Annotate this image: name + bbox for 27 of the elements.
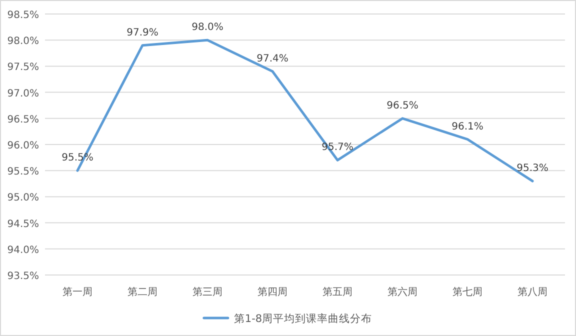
x-tick-label: 第六周 (388, 286, 418, 298)
data-label: 97.9% (126, 27, 158, 38)
y-tick-label: 96.0% (7, 140, 39, 152)
y-tick-label: 95.5% (7, 166, 39, 178)
legend: 第1-8周平均到课率曲线分布 (202, 313, 372, 325)
x-tick-label: 第三周 (192, 286, 222, 298)
y-tick-label: 97.0% (7, 88, 39, 100)
y-tick-label: 97.5% (7, 62, 39, 74)
y-tick-label: 93.5% (7, 271, 39, 282)
y-tick-label: 96.5% (7, 114, 39, 126)
x-tick-label: 第二周 (128, 286, 158, 298)
y-tick-label: 98.0% (7, 36, 39, 48)
data-label: 96.5% (386, 100, 418, 112)
y-tick-label: 98.5% (7, 10, 39, 21)
x-tick-label: 第七周 (452, 286, 482, 298)
data-label: 96.1% (452, 121, 484, 132)
y-tick-label: 94.0% (7, 244, 39, 256)
y-tick-label: 94.5% (7, 218, 39, 230)
data-label: 98.0% (192, 22, 224, 34)
data-label: 95.3% (516, 163, 548, 174)
data-label: 97.4% (256, 53, 288, 64)
y-tick-label: 95.0% (7, 192, 39, 204)
x-tick-label: 第一周 (62, 286, 92, 298)
legend-label: 第1-8周平均到课率曲线分布 (234, 312, 372, 325)
x-tick-label: 第八周 (518, 286, 548, 298)
x-tick-label: 第四周 (258, 286, 288, 298)
x-tick-label: 第五周 (322, 286, 352, 298)
